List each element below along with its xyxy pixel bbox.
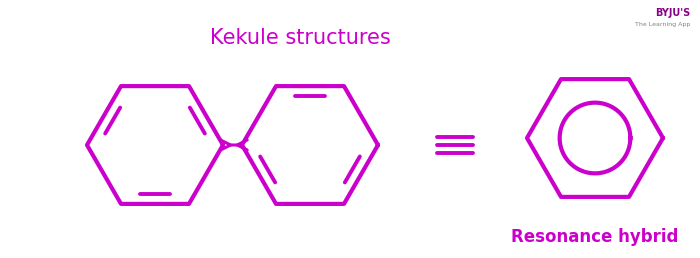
Text: Kekule structures: Kekule structures <box>209 28 391 48</box>
Text: Resonance hybrid: Resonance hybrid <box>511 228 679 246</box>
Text: The Learning App: The Learning App <box>635 22 690 27</box>
Text: BYJU'S: BYJU'S <box>654 8 690 18</box>
